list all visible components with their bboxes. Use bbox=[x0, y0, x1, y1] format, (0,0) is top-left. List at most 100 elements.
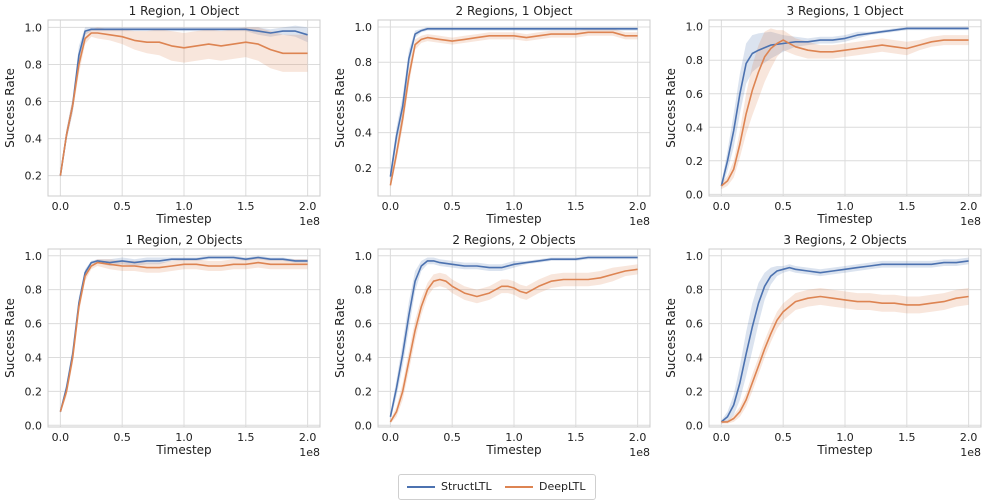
y-tick-label: 0.2 bbox=[686, 155, 704, 168]
legend-label-deepltl: DeepLTL bbox=[539, 480, 586, 493]
x-tick-label: 0.0 bbox=[713, 200, 731, 213]
y-axis-label: Success Rate bbox=[333, 68, 347, 148]
series-line-structltl bbox=[389, 256, 638, 417]
axes-frame bbox=[377, 19, 651, 197]
y-tick-label: 0.8 bbox=[25, 284, 43, 297]
x-tick-label: 1.5 bbox=[237, 431, 255, 444]
x-tick-label: 1.0 bbox=[175, 200, 193, 213]
y-tick-label: 0.0 bbox=[355, 419, 373, 432]
chart-panel-5: 0.0 0.5 1.0 1.5 2.0 0.0 0.2 0.4 0.6 0.8 1.0 2 Regio… bbox=[333, 233, 651, 459]
y-tick-label: 0.0 bbox=[686, 419, 704, 432]
chart-title: 1 Region, 1 Object bbox=[129, 4, 240, 18]
y-tick-label: 0.0 bbox=[686, 188, 704, 201]
y-tick-label: 0.4 bbox=[686, 121, 704, 134]
x-tick-label: 0.0 bbox=[52, 431, 70, 444]
x-axis-multiplier: 1e8 bbox=[629, 446, 650, 459]
x-axis-label: Timestep bbox=[485, 443, 541, 457]
x-tick-label: 2.0 bbox=[629, 200, 647, 213]
confidence-band-deepltl bbox=[60, 27, 308, 178]
y-tick-label: 0.4 bbox=[25, 133, 43, 146]
y-tick-label: 1.0 bbox=[686, 21, 704, 34]
x-tick-label: 2.0 bbox=[299, 431, 317, 444]
y-tick-label: 0.6 bbox=[25, 318, 43, 331]
chart-title: 2 Regions, 2 Objects bbox=[452, 233, 575, 247]
y-axis-label: Success Rate bbox=[3, 298, 17, 378]
series-line-deepltl bbox=[389, 268, 638, 423]
x-tick-label: 1.0 bbox=[836, 431, 854, 444]
series-line-structltl bbox=[59, 28, 308, 176]
y-tick-label: 0.4 bbox=[355, 351, 373, 364]
x-tick-label: 1.5 bbox=[898, 200, 916, 213]
axes-frame bbox=[708, 19, 982, 197]
y-tick-label: 0.6 bbox=[686, 88, 704, 101]
legend-swatch-deepltl bbox=[505, 486, 533, 488]
y-tick-label: 0.8 bbox=[686, 54, 704, 67]
series-line-structltl bbox=[389, 28, 638, 177]
x-tick-label: 2.0 bbox=[960, 200, 978, 213]
x-tick-label: 0.0 bbox=[52, 200, 70, 213]
x-tick-label: 1.5 bbox=[898, 431, 916, 444]
y-axis-label: Success Rate bbox=[664, 298, 678, 378]
y-tick-label: 1.0 bbox=[25, 250, 43, 263]
confidence-band-deepltl bbox=[390, 264, 638, 424]
x-tick-label: 0.0 bbox=[382, 431, 400, 444]
confidence-band-deepltl bbox=[721, 28, 969, 190]
axes-frame bbox=[47, 248, 321, 428]
x-tick-label: 0.5 bbox=[774, 200, 792, 213]
chart-panel-4: 0.0 0.5 1.0 1.5 2.0 0.0 0.2 0.4 0.6 0.8 1.0 1 Regio… bbox=[3, 233, 321, 459]
x-tick-label: 1.5 bbox=[237, 200, 255, 213]
y-tick-label: 1.0 bbox=[355, 21, 373, 34]
x-tick-label: 2.0 bbox=[629, 431, 647, 444]
y-axis-label: Success Rate bbox=[3, 68, 17, 148]
x-tick-label: 2.0 bbox=[960, 431, 978, 444]
x-axis-multiplier: 1e8 bbox=[299, 215, 320, 228]
x-axis-label: Timestep bbox=[816, 212, 872, 226]
x-tick-label: 1.5 bbox=[567, 431, 585, 444]
x-axis-multiplier: 1e8 bbox=[629, 215, 650, 228]
legend: StructLTL DeepLTL bbox=[398, 474, 596, 500]
y-tick-label: 0.8 bbox=[355, 284, 373, 297]
y-tick-label: 0.2 bbox=[686, 385, 704, 398]
y-tick-label: 0.6 bbox=[355, 318, 373, 331]
x-axis-label: Timestep bbox=[155, 212, 211, 226]
series-line-deepltl bbox=[389, 31, 638, 186]
y-tick-label: 0.6 bbox=[686, 318, 704, 331]
chart-title: 3 Regions, 2 Objects bbox=[783, 233, 906, 247]
x-axis-multiplier: 1e8 bbox=[960, 215, 981, 228]
x-axis-multiplier: 1e8 bbox=[960, 446, 981, 459]
y-tick-label: 0.2 bbox=[25, 170, 43, 183]
y-tick-label: 0.4 bbox=[355, 127, 373, 140]
chart-title: 2 Regions, 1 Object bbox=[456, 4, 573, 18]
series-line-structltl bbox=[720, 27, 969, 187]
x-tick-label: 1.5 bbox=[567, 200, 585, 213]
y-tick-label: 0.2 bbox=[355, 162, 373, 175]
x-tick-label: 1.0 bbox=[505, 200, 523, 213]
x-tick-label: 1.0 bbox=[836, 200, 854, 213]
chart-title: 3 Regions, 1 Object bbox=[787, 4, 904, 18]
chart-panel-2: 0.0 0.5 1.0 1.5 2.0 0.2 0.4 0.6 0.8 1.0 2 Regions,… bbox=[333, 4, 651, 228]
y-axis-label: Success Rate bbox=[333, 298, 347, 378]
y-tick-label: 0.8 bbox=[25, 58, 43, 71]
x-tick-label: 0.5 bbox=[113, 431, 131, 444]
x-tick-label: 1.0 bbox=[505, 431, 523, 444]
chart-panel-6: 0.0 0.5 1.0 1.5 2.0 0.0 0.2 0.4 0.6 0.8 1.0 3 Regio… bbox=[664, 233, 982, 459]
x-tick-label: 0.5 bbox=[113, 200, 131, 213]
x-tick-label: 0.5 bbox=[774, 431, 792, 444]
y-tick-label: 1.0 bbox=[25, 21, 43, 34]
axes-frame bbox=[47, 19, 321, 197]
y-tick-label: 0.4 bbox=[25, 351, 43, 364]
series-line-deepltl bbox=[59, 32, 308, 176]
y-tick-label: 0.8 bbox=[686, 284, 704, 297]
legend-label-structltl: StructLTL bbox=[441, 480, 492, 493]
y-tick-label: 0.6 bbox=[25, 96, 43, 109]
series-line-deepltl bbox=[721, 295, 969, 423]
axes-frame bbox=[708, 248, 982, 428]
x-tick-label: 0.5 bbox=[443, 200, 461, 213]
y-tick-label: 0.2 bbox=[25, 385, 43, 398]
chart-panel-1: 0.0 0.5 1.0 1.5 2.0 0.2 0.4 0.6 0.8 1.0 1 Region, … bbox=[3, 4, 321, 228]
y-tick-label: 0.0 bbox=[25, 419, 43, 432]
y-tick-label: 0.8 bbox=[355, 56, 373, 69]
x-tick-label: 0.0 bbox=[382, 200, 400, 213]
x-axis-multiplier: 1e8 bbox=[299, 446, 320, 459]
